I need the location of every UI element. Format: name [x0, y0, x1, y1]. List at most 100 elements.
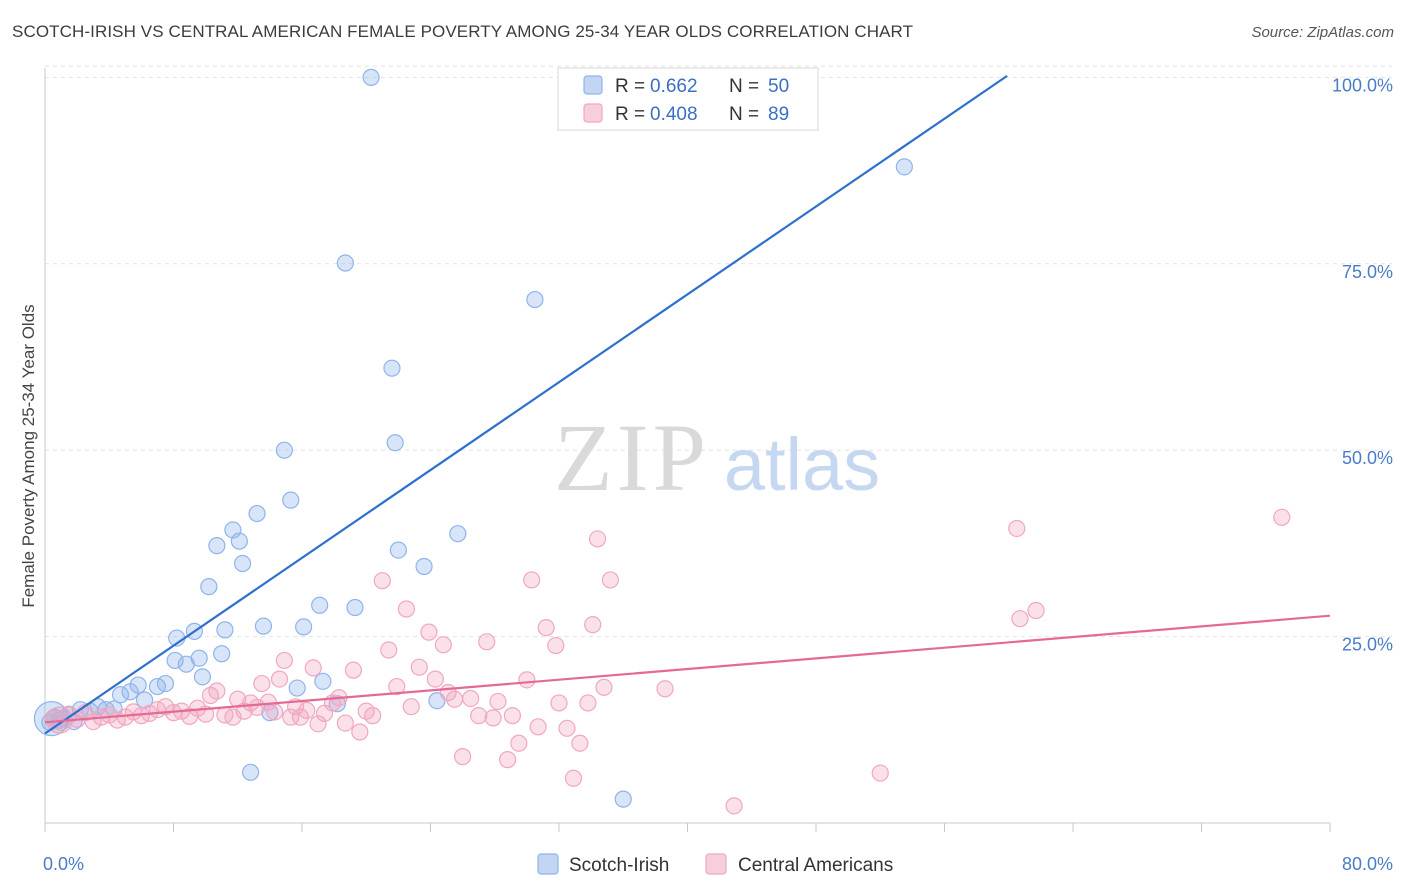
data-point: [216, 621, 234, 639]
data-point: [656, 680, 674, 698]
data-point: [344, 661, 362, 679]
data-point: [523, 571, 541, 589]
legend-n-label: N =: [729, 76, 759, 97]
data-point: [402, 698, 420, 716]
data-point: [230, 532, 248, 550]
bottom-legend-swatch-central-americans: [705, 853, 727, 875]
data-point: [242, 763, 260, 781]
trend-line: [44, 614, 1331, 724]
data-point: [282, 708, 300, 726]
data-point: [386, 434, 404, 452]
data-point: [111, 686, 130, 704]
data-point: [564, 769, 583, 787]
data-point: [275, 441, 293, 459]
data-point: [328, 695, 346, 713]
data-point: [571, 734, 589, 752]
data-point: [584, 616, 602, 634]
data-point: [595, 678, 613, 696]
series-central-americans: [44, 508, 1291, 815]
data-point: [208, 682, 226, 700]
data-point: [518, 671, 536, 689]
bottom-legend-central-americans: Central Americans: [705, 853, 893, 876]
data-point: [484, 709, 502, 727]
data-point: [462, 689, 480, 708]
data-point: [410, 658, 428, 676]
legend-r-value: 0.662: [650, 76, 698, 97]
data-point: [397, 600, 416, 618]
axes: [44, 68, 1331, 832]
data-point: [1273, 508, 1291, 526]
trend-layer: [44, 74, 1331, 735]
watermark: ZIP atlas: [554, 404, 880, 511]
data-point: [614, 790, 632, 808]
data-point: [314, 672, 332, 690]
source-label: Source: ZipAtlas.com: [1251, 24, 1394, 41]
data-point: [895, 158, 913, 176]
data-point: [364, 707, 382, 725]
y-tick-label: 100.0%: [1332, 75, 1393, 95]
legend-entry-scotch-irish: R = 0.662 N = 50: [583, 75, 789, 97]
data-point: [434, 636, 452, 654]
data-point: [445, 690, 464, 708]
data-point: [336, 254, 354, 272]
top-legend: R = 0.662 N = 50 R = 0.408 N = 89: [557, 67, 819, 131]
bottom-legend-label-central-americans: Central Americans: [738, 855, 893, 876]
x-tick-label: 80.0%: [1342, 854, 1393, 874]
trend-line: [44, 74, 1008, 735]
data-point: [420, 623, 438, 641]
tick-labels: 25.0% 50.0% 75.0% 100.0% 0.0% 80.0%: [43, 75, 1393, 874]
data-point: [547, 636, 565, 655]
legend-n-label: N =: [729, 104, 759, 125]
legend-n-value: 50: [768, 76, 789, 97]
data-point: [415, 557, 433, 576]
data-point: [362, 68, 380, 86]
data-point: [351, 723, 369, 741]
data-point: [426, 670, 444, 688]
watermark-zip: ZIP: [554, 404, 710, 511]
bottom-legend-scotch-irish: Scotch-Irish: [537, 853, 669, 876]
data-point: [454, 748, 472, 766]
data-point: [550, 694, 568, 712]
watermark-atlas: atlas: [724, 423, 880, 506]
y-tick-label: 75.0%: [1342, 262, 1393, 282]
data-point: [499, 751, 517, 769]
data-point: [1011, 610, 1029, 628]
data-point: [248, 504, 266, 523]
data-point: [208, 537, 226, 555]
data-point: [254, 617, 273, 635]
bottom-legend-label-scotch-irish: Scotch-Irish: [569, 855, 669, 876]
data-point: [213, 645, 231, 663]
bottom-legend: Scotch-Irish Central Americans: [537, 853, 893, 876]
data-point: [309, 715, 327, 733]
legend-r-label: R =: [615, 104, 645, 125]
chart-title: SCOTCH-IRISH VS CENTRAL AMERICAN FEMALE …: [12, 22, 914, 41]
data-point: [537, 619, 555, 637]
legend-swatch-scotch-irish: [583, 75, 603, 95]
data-point: [383, 359, 401, 377]
data-point: [200, 578, 218, 596]
data-point: [871, 764, 889, 782]
data-point: [166, 651, 184, 670]
data-point: [478, 633, 496, 651]
data-point: [389, 541, 407, 559]
data-point: [510, 734, 528, 752]
data-point: [388, 677, 406, 696]
data-point: [346, 598, 364, 617]
legend-r-value: 0.408: [650, 104, 698, 125]
data-point: [579, 694, 597, 712]
data-point: [588, 530, 607, 548]
data-point: [156, 674, 175, 693]
data-point: [266, 703, 284, 721]
data-point: [489, 692, 507, 711]
data-point: [449, 525, 467, 543]
x-tick-label: 0.0%: [43, 854, 84, 874]
data-point: [298, 701, 316, 720]
data-point: [190, 649, 208, 667]
legend-swatch-central-americans: [583, 103, 603, 123]
data-point: [270, 670, 289, 688]
data-point: [129, 676, 147, 694]
data-point: [288, 679, 306, 697]
legend-r-label: R =: [615, 76, 645, 97]
data-point: [725, 797, 743, 815]
